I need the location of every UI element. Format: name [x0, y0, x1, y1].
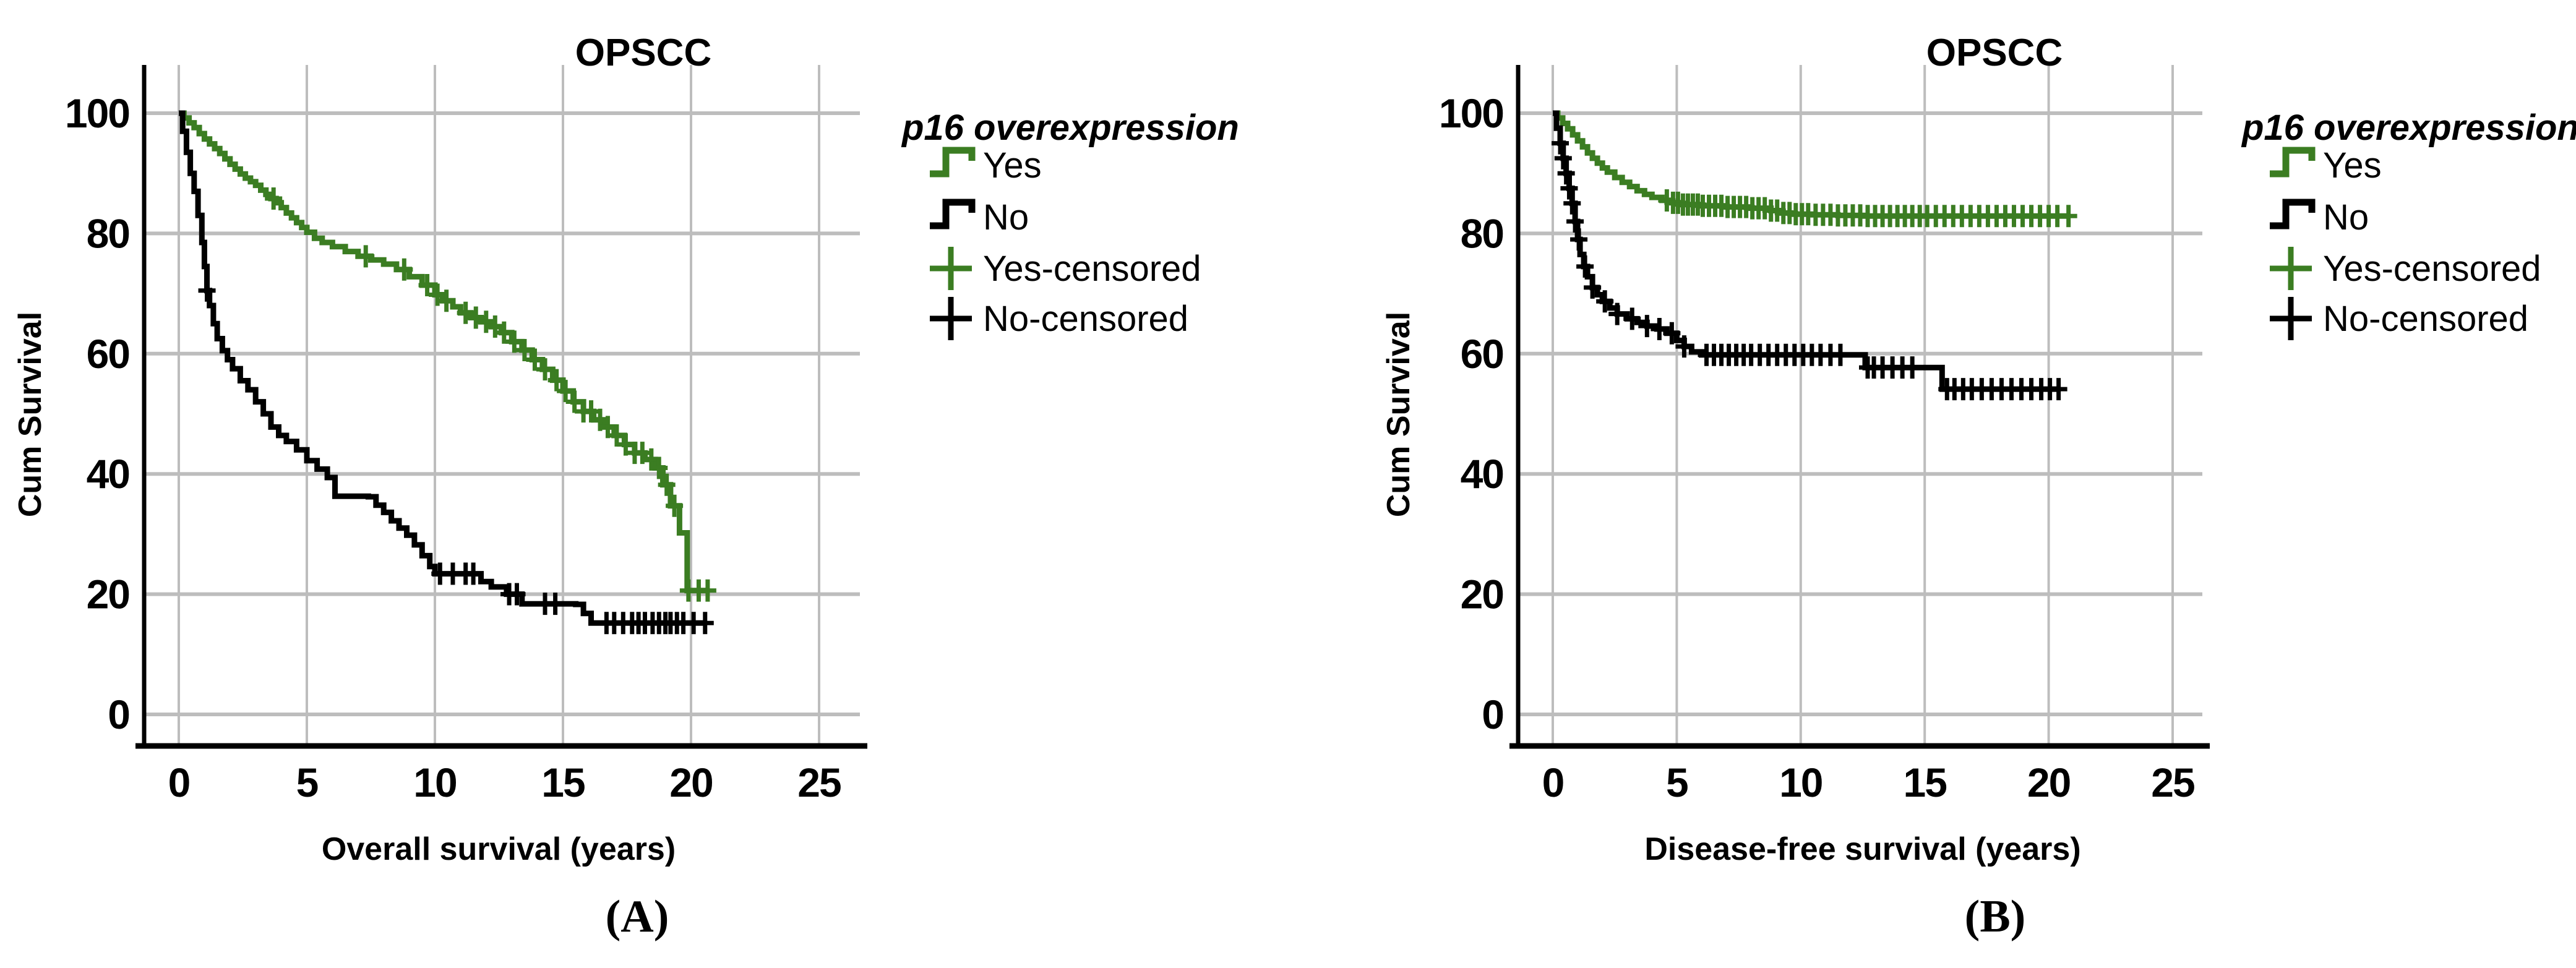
- y-tick-label: 40: [1461, 451, 1503, 497]
- y-tick-label: 0: [1482, 692, 1503, 737]
- x-tick-label: 10: [413, 760, 456, 805]
- y-tick-label: 100: [65, 90, 129, 136]
- legend-no-censored-plus-icon: [930, 297, 972, 340]
- y-tick-label: 60: [87, 331, 129, 377]
- y-tick-label: 100: [1439, 90, 1503, 136]
- legend-yes-step-line-icon: [930, 147, 976, 178]
- legend-item-no-censored: No-censored: [2323, 299, 2528, 339]
- x-tick-label: 20: [669, 760, 712, 805]
- legend-yes-censored-plus-icon: [2270, 247, 2312, 290]
- y-tick-label: 60: [1461, 331, 1503, 377]
- x-tick-label: 15: [541, 760, 585, 805]
- x-tick-label: 25: [2151, 760, 2194, 805]
- legend-title: p16 overexpression: [901, 108, 1239, 148]
- censor-marks-yes: [1658, 189, 2077, 228]
- panel-b-letter: (B): [1965, 891, 2026, 942]
- legend-item-yes-censored: Yes-censored: [983, 249, 1201, 289]
- km-curve-yes: [1553, 110, 2069, 219]
- x-tick-label: 5: [1666, 760, 1688, 805]
- km-curve-no: [1553, 110, 2059, 392]
- legend-item-yes-censored: Yes-censored: [2323, 249, 2541, 289]
- legend-no-censored-plus-icon: [2270, 297, 2312, 340]
- km-curve-no: [179, 110, 706, 626]
- panel-a-xlabel: Overall survival (years): [322, 831, 676, 867]
- legend-item-no-censored: No-censored: [983, 299, 1188, 339]
- panel-b-legend: p16 overexpression Yes No Yes-censored N…: [2241, 108, 2576, 340]
- legend-yes-censored-plus-icon: [930, 247, 972, 290]
- panel-a-legend: p16 overexpression Yes No Yes-censored N…: [901, 108, 1239, 340]
- legend-item-no: No: [2323, 197, 2369, 238]
- y-tick-label: 40: [87, 451, 129, 497]
- panel-b-xlabel: Disease-free survival (years): [1644, 831, 2080, 867]
- legend-title: p16 overexpression: [2241, 108, 2576, 148]
- panel-a-plot-area: 0 5 10 15 20 25 100 80 60 40 20 0: [65, 65, 867, 805]
- censor-marks-yes: [265, 187, 716, 602]
- y-tick-label: 20: [1461, 572, 1503, 617]
- x-tick-label: 15: [1903, 760, 1946, 805]
- panel-b-plot-area: 0 5 10 15 20 25 100 80 60 40 20 0: [1439, 65, 2210, 805]
- legend-no-step-line-icon: [2270, 199, 2316, 229]
- censor-marks-no: [198, 279, 714, 635]
- legend-item-yes: Yes: [983, 145, 1042, 186]
- legend-no-step-line-icon: [930, 199, 976, 229]
- y-tick-label: 20: [87, 572, 129, 617]
- legend-item-no: No: [983, 197, 1029, 238]
- x-tick-label: 20: [2027, 760, 2070, 805]
- panel-a-letter: (A): [606, 891, 669, 942]
- x-tick-label: 0: [1542, 760, 1564, 805]
- y-tick-label: 80: [87, 210, 129, 256]
- x-tick-label: 5: [296, 760, 318, 805]
- panel-b-ylabel: Cum Survival: [1381, 312, 1417, 517]
- y-tick-label: 0: [108, 692, 129, 737]
- legend-yes-step-line-icon: [2270, 147, 2316, 178]
- panel-b-title: OPSCC: [1926, 32, 2063, 74]
- censor-marks-no: [1552, 132, 2067, 401]
- y-tick-label: 80: [1461, 210, 1503, 256]
- x-tick-label: 0: [168, 760, 190, 805]
- legend-item-yes: Yes: [2323, 145, 2382, 186]
- x-tick-label: 25: [797, 760, 841, 805]
- x-tick-label: 10: [1779, 760, 1822, 805]
- panel-a-ylabel: Cum Survival: [12, 312, 48, 517]
- panel-a-title: OPSCC: [575, 32, 711, 74]
